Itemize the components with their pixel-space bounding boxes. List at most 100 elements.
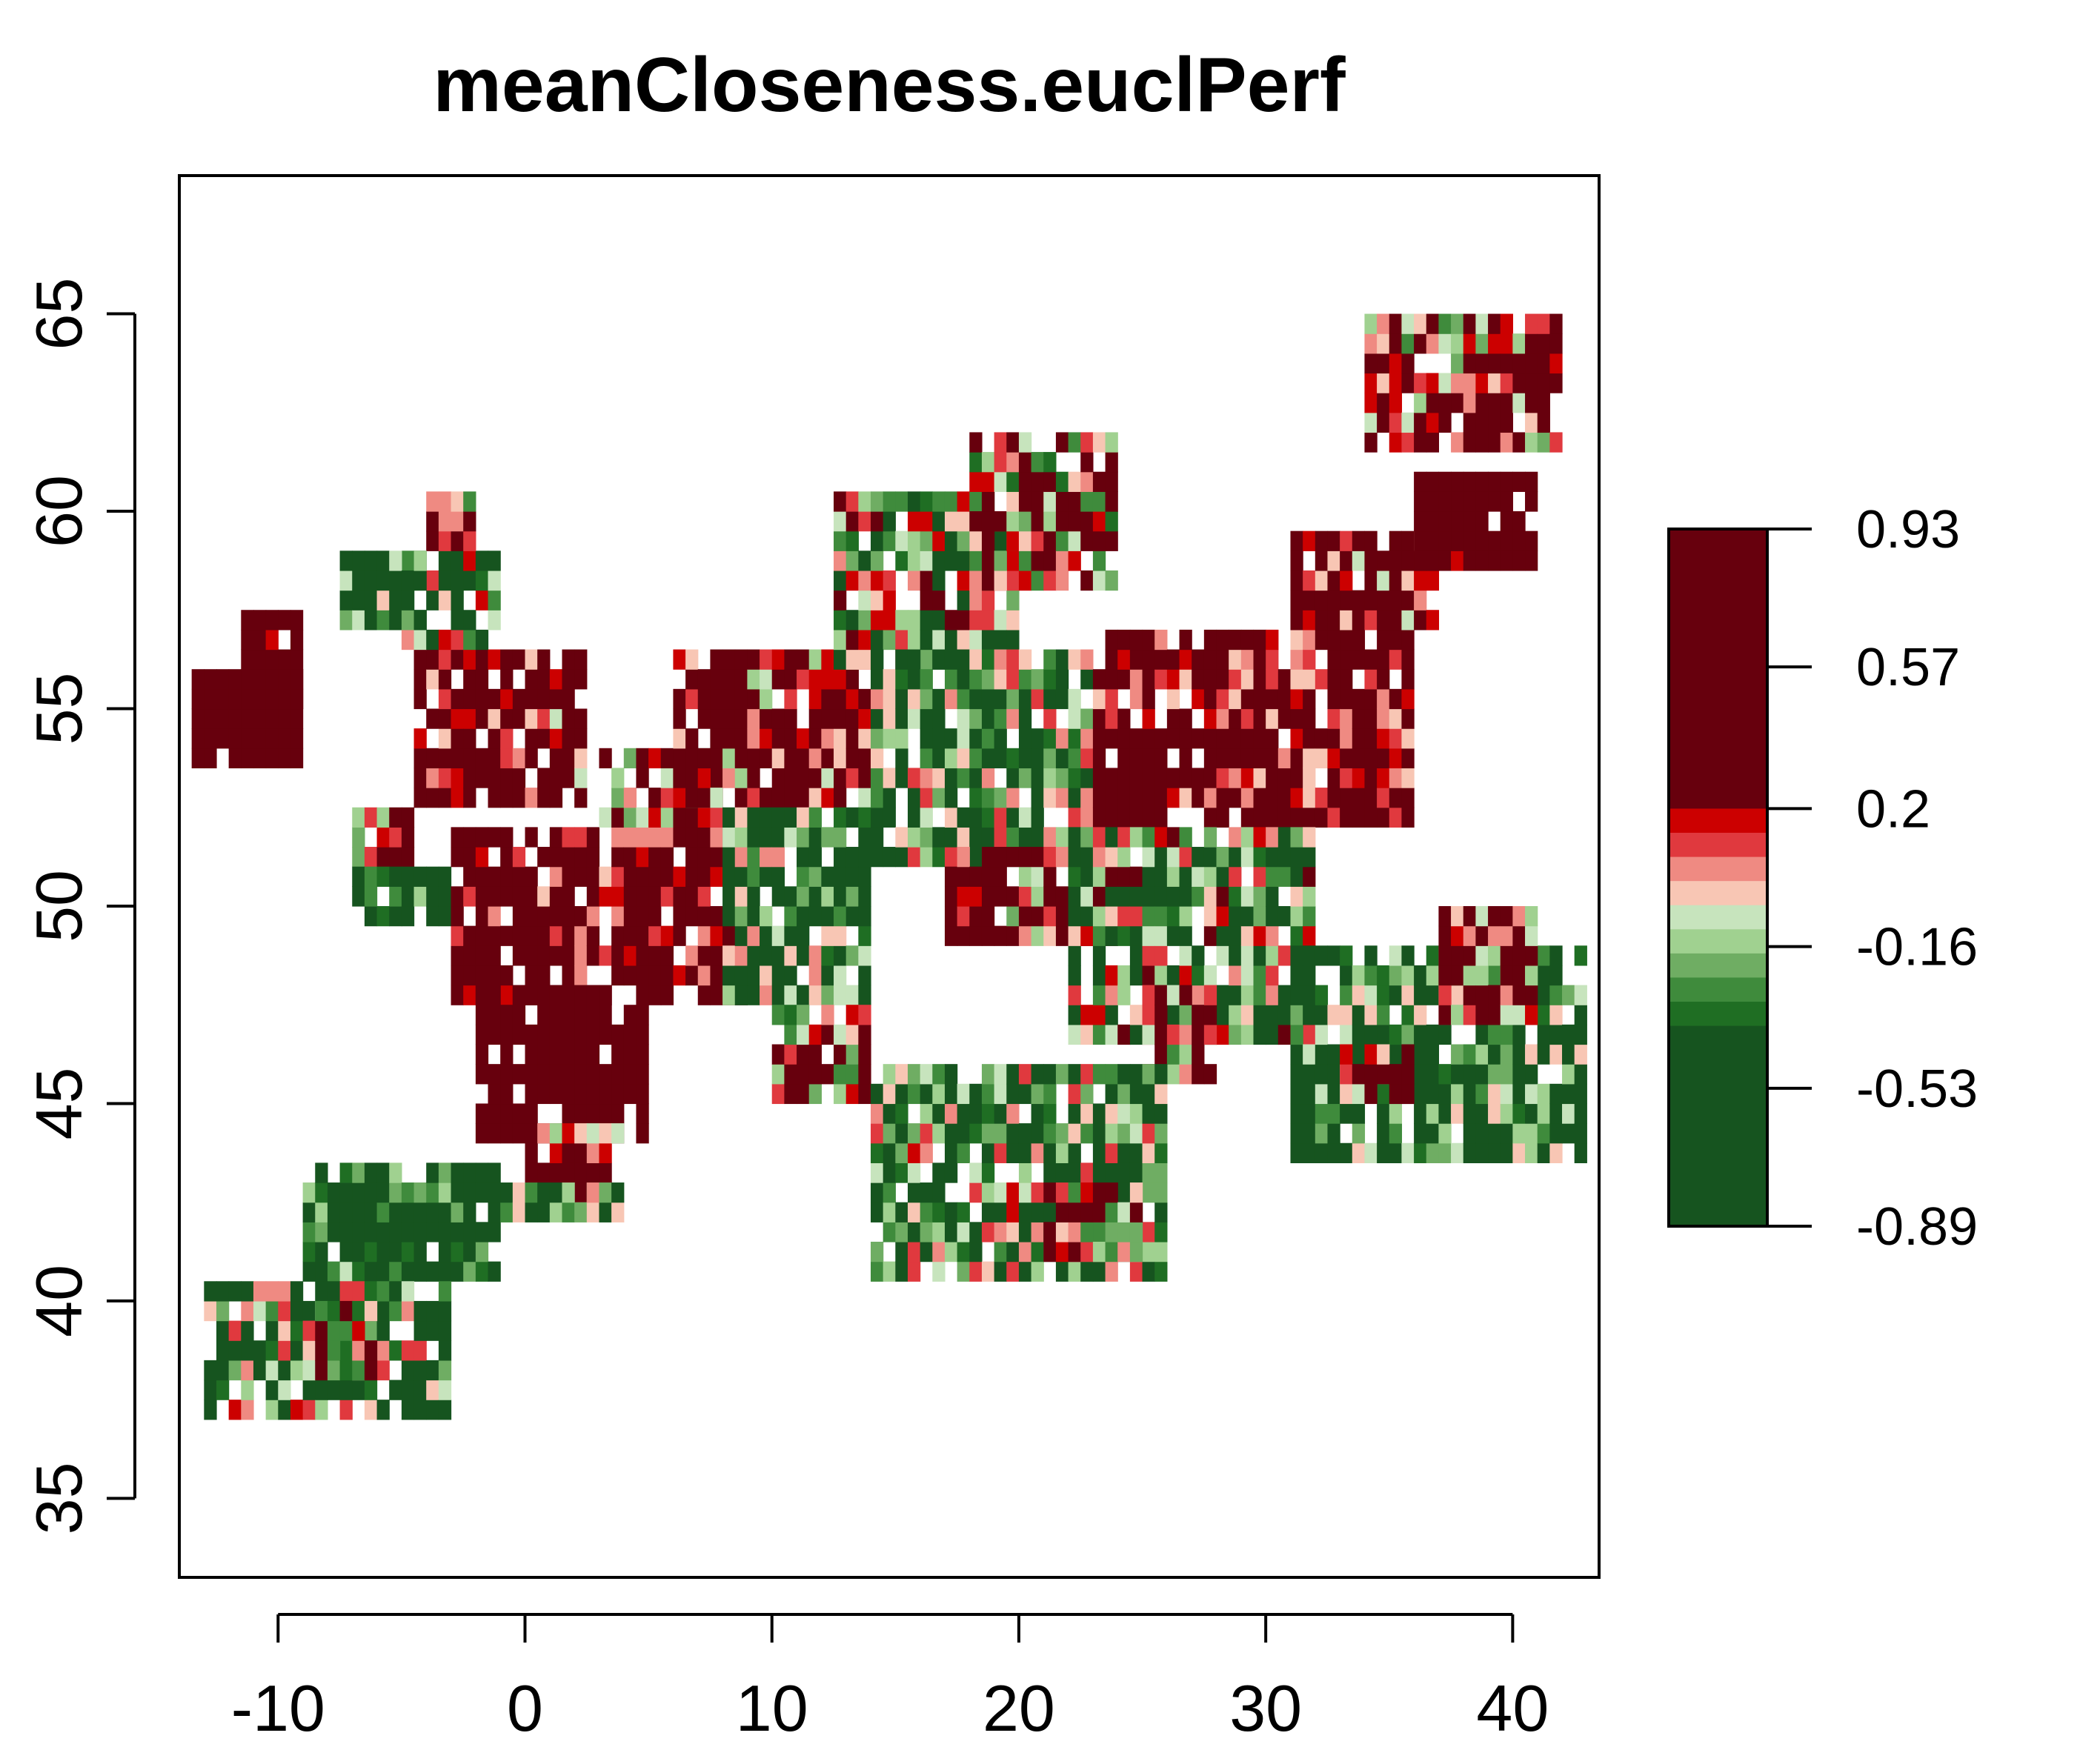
raster-cell [1142, 847, 1155, 868]
raster-cell [1018, 1123, 1032, 1144]
raster-cell [636, 1005, 649, 1025]
raster-cell [808, 1044, 822, 1065]
raster-cell [1315, 570, 1329, 591]
raster-cell [1488, 393, 1501, 413]
raster-cell [648, 985, 662, 1005]
raster-cell [845, 570, 859, 591]
raster-cell [549, 1182, 563, 1203]
raster-cell [1512, 985, 1526, 1005]
raster-cell [834, 886, 847, 907]
raster-cell [1426, 432, 1440, 453]
raster-cell [549, 728, 563, 749]
raster-cell [1377, 1044, 1390, 1065]
raster-cell [228, 728, 242, 749]
raster-cell [1068, 1103, 1081, 1124]
raster-cell [858, 985, 871, 1005]
raster-cell [413, 570, 427, 591]
raster-cell [1031, 768, 1044, 788]
raster-cell [364, 1162, 378, 1183]
raster-cell [1315, 788, 1329, 808]
raster-cell [1537, 1083, 1550, 1105]
raster-cell [1327, 708, 1340, 729]
raster-cell [451, 511, 464, 532]
raster-cell [1512, 1103, 1526, 1124]
raster-cell [784, 905, 797, 927]
raster-cell [710, 748, 723, 769]
raster-cell [895, 768, 908, 788]
raster-cell [1154, 1222, 1168, 1242]
raster-cell [1389, 610, 1403, 631]
raster-cell [1092, 570, 1106, 591]
raster-cell [1327, 945, 1340, 966]
raster-cell [1401, 1024, 1415, 1045]
raster-cell [1117, 807, 1131, 828]
raster-cell [500, 708, 514, 729]
raster-cell [907, 1202, 921, 1222]
raster-cell [845, 649, 859, 670]
raster-cell [920, 1123, 933, 1144]
raster-cell [834, 827, 847, 848]
raster-cell [845, 491, 859, 512]
raster-cell [821, 905, 834, 927]
raster-cell [1303, 945, 1316, 966]
raster-cell [302, 1380, 316, 1400]
raster-cell [994, 550, 1007, 571]
raster-cell [1451, 945, 1464, 966]
raster-cell [1537, 432, 1550, 453]
raster-cell [1154, 788, 1168, 808]
raster-cell [845, 1044, 859, 1065]
raster-cell [1463, 550, 1476, 571]
raster-cell [302, 1340, 316, 1361]
raster-cell [1401, 570, 1415, 591]
raster-cell [1080, 1162, 1094, 1183]
raster-cell [660, 886, 674, 907]
raster-cell [1574, 1005, 1587, 1025]
raster-cell [907, 708, 921, 729]
raster-cell [1463, 511, 1476, 532]
raster-cell [1315, 610, 1329, 631]
raster-cell [660, 768, 674, 788]
raster-cell [969, 550, 983, 571]
raster-cell [834, 590, 847, 610]
raster-cell [1290, 827, 1303, 848]
raster-cell [722, 669, 736, 690]
raster-cell [401, 1340, 415, 1361]
raster-cell [871, 1241, 884, 1262]
raster-cell [623, 847, 637, 868]
colorbar-band [1669, 1002, 1767, 1027]
raster-cell [1043, 728, 1057, 749]
raster-cell [957, 570, 970, 591]
raster-cell [994, 511, 1007, 532]
raster-cell [944, 847, 958, 868]
raster-cell [1192, 1005, 1205, 1025]
raster-cell [797, 1064, 810, 1085]
raster-cell [352, 1261, 365, 1282]
raster-cell [907, 1123, 921, 1144]
raster-cell [1364, 1064, 1378, 1085]
raster-cell [1192, 1024, 1205, 1045]
raster-cell [339, 1162, 353, 1183]
raster-cell [1537, 353, 1550, 374]
raster-cell [1315, 1024, 1329, 1045]
raster-cell [932, 748, 946, 769]
raster-cell [858, 649, 871, 670]
raster-cell [1377, 412, 1390, 433]
raster-cell [1043, 905, 1057, 927]
raster-cell [1142, 905, 1155, 927]
raster-cell [1488, 965, 1501, 986]
raster-cell [413, 1241, 427, 1262]
raster-cell [808, 807, 822, 828]
raster-cell [1512, 511, 1526, 532]
raster-cell [413, 768, 427, 788]
raster-cell [512, 945, 526, 966]
raster-cell [562, 768, 575, 788]
raster-cell [1315, 1005, 1329, 1025]
raster-cell [1154, 1083, 1168, 1105]
raster-cell [562, 886, 575, 907]
raster-cell [760, 728, 773, 749]
raster-cell [1303, 570, 1316, 591]
raster-cell [1055, 1064, 1069, 1085]
raster-cell [475, 669, 489, 690]
raster-cell [475, 1064, 489, 1085]
raster-cell [747, 886, 760, 907]
